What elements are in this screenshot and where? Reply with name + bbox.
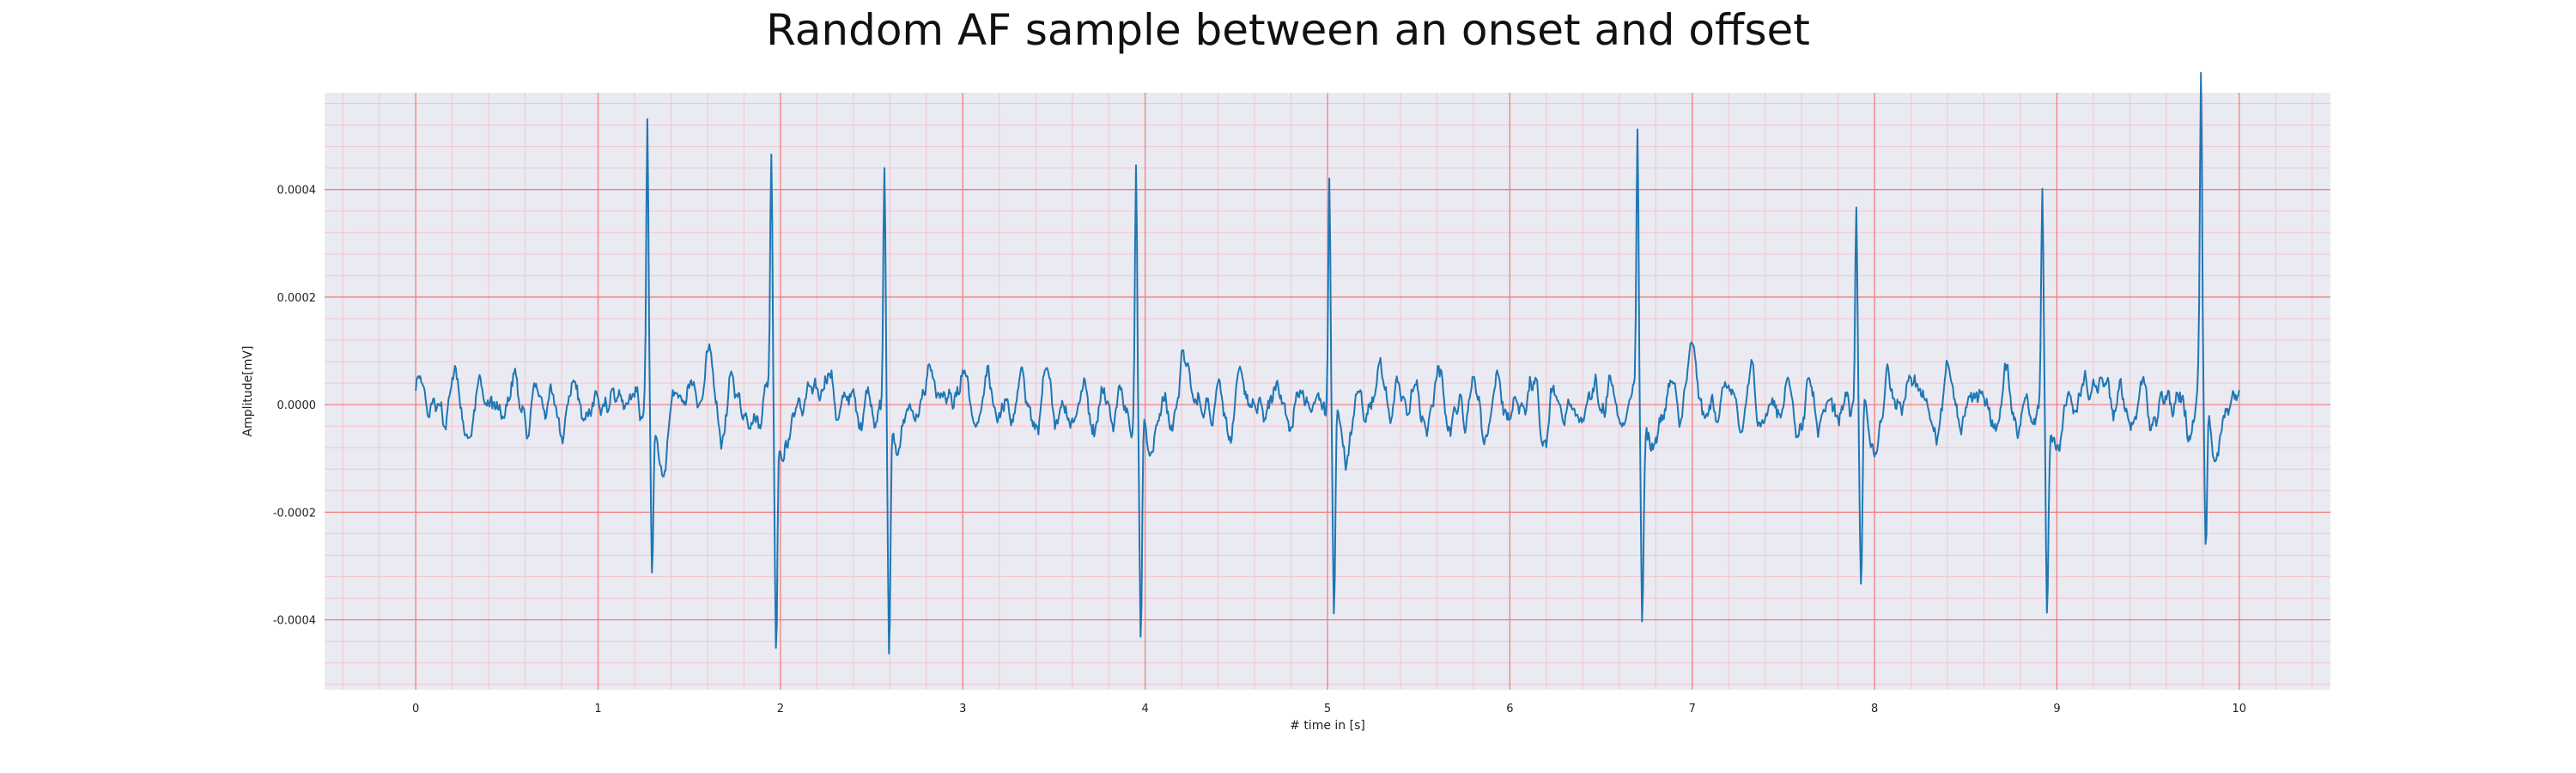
x-tick-label: 6 [1506,703,1513,715]
x-tick-label: 9 [2053,703,2060,715]
x-tick-label: 1 [594,703,601,715]
x-axis-label: # time in [s] [1290,719,1365,733]
chart-title: Random AF sample between an onset and of… [766,5,1810,55]
y-tick-label: 0.0002 [277,292,317,305]
x-tick-label: 5 [1324,703,1331,715]
y-tick-label: -0.0004 [273,615,316,628]
ecg-series-line [415,71,2240,654]
x-tick-label: 8 [1871,703,1878,715]
x-tick-label: 7 [1689,703,1696,715]
x-tick-label: 0 [412,703,419,715]
x-tick-label: 3 [959,703,966,715]
x-tick-label: 2 [777,703,784,715]
y-axis-label: Amplitude[mV] [241,346,255,437]
y-tick-label: 0.0004 [277,185,317,198]
y-tick-label: -0.0002 [273,507,316,520]
y-tick-label: 0.0000 [277,399,317,412]
x-tick-label: 10 [2233,703,2247,715]
x-tick-label: 4 [1141,703,1148,715]
